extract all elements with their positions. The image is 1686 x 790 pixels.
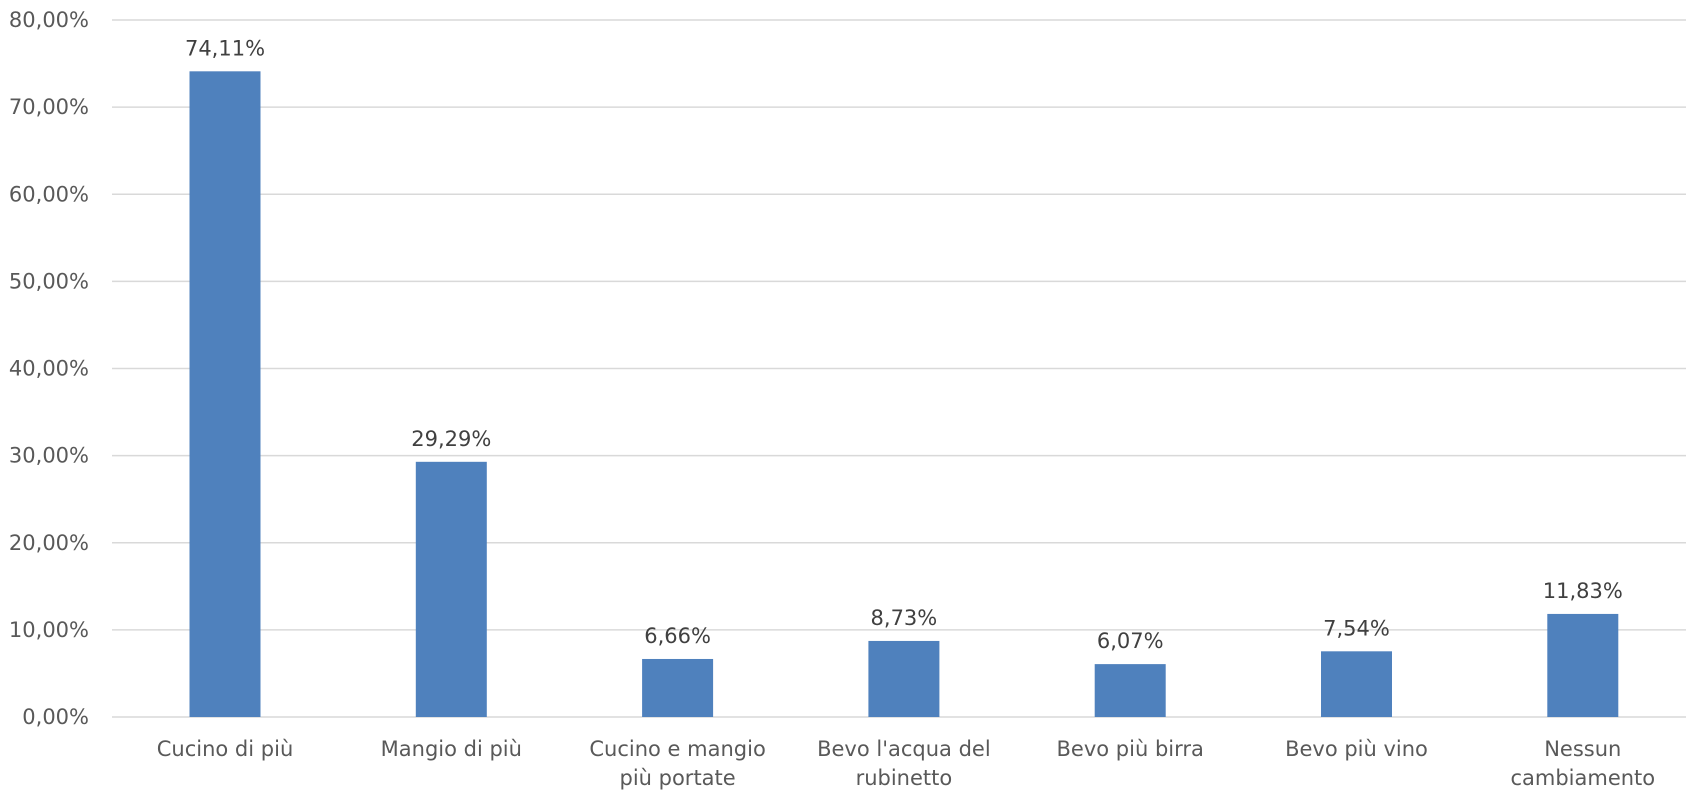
x-category-label: Nessun cambiamento bbox=[1510, 737, 1655, 790]
bar bbox=[1094, 664, 1166, 717]
bar bbox=[415, 461, 487, 717]
y-tick-label: 40,00% bbox=[9, 357, 89, 381]
data-labels: 74,11% 29,29% 6,66% 8,73% 6,07% 7,54% 11,83% bbox=[185, 36, 1623, 653]
x-category-label: Bevo l'acqua del rubinetto bbox=[817, 737, 991, 790]
y-tick-label: 30,00% bbox=[9, 444, 89, 468]
bar bbox=[1321, 651, 1392, 717]
y-tick-label: 0,00% bbox=[22, 705, 89, 729]
x-category-label: Cucino e mangio più portate bbox=[589, 737, 765, 790]
bars bbox=[189, 71, 1619, 717]
x-axis-categories: Cucino di più Mangio di più Cucino e mangi… bbox=[157, 737, 1655, 790]
bar bbox=[189, 71, 261, 717]
x-category-label: Cucino di più bbox=[157, 737, 294, 761]
x-category-label: Bevo più birra bbox=[1057, 737, 1204, 761]
y-axis-ticks: 0,00% 10,00% 20,00% 30,00% 40,00% 50,00% 60,00… bbox=[9, 8, 89, 729]
y-tick-label: 60,00% bbox=[9, 182, 89, 206]
bar bbox=[1547, 613, 1619, 717]
data-label: 6,66% bbox=[644, 624, 711, 648]
data-label: 6,07% bbox=[1097, 629, 1164, 653]
data-label: 7,54% bbox=[1323, 616, 1390, 640]
bar bbox=[868, 640, 940, 717]
y-tick-label: 50,00% bbox=[9, 269, 89, 293]
data-label: 29,29% bbox=[411, 427, 491, 451]
data-label: 11,83% bbox=[1543, 579, 1623, 603]
y-tick-label: 70,00% bbox=[9, 95, 89, 119]
data-label: 74,11% bbox=[185, 36, 265, 60]
x-category-label: Bevo più vino bbox=[1285, 737, 1428, 761]
x-category-label: Mangio di più bbox=[381, 737, 522, 761]
gridlines bbox=[112, 19, 1686, 718]
y-tick-label: 20,00% bbox=[9, 531, 89, 555]
bar bbox=[642, 658, 714, 717]
data-label: 8,73% bbox=[871, 606, 938, 630]
y-tick-label: 10,00% bbox=[9, 618, 89, 642]
y-tick-label: 80,00% bbox=[9, 8, 89, 32]
